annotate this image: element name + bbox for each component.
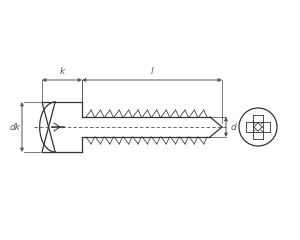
Text: dk: dk xyxy=(10,122,20,132)
Text: d: d xyxy=(230,122,236,132)
Text: l: l xyxy=(151,66,153,76)
Text: k: k xyxy=(59,66,64,76)
